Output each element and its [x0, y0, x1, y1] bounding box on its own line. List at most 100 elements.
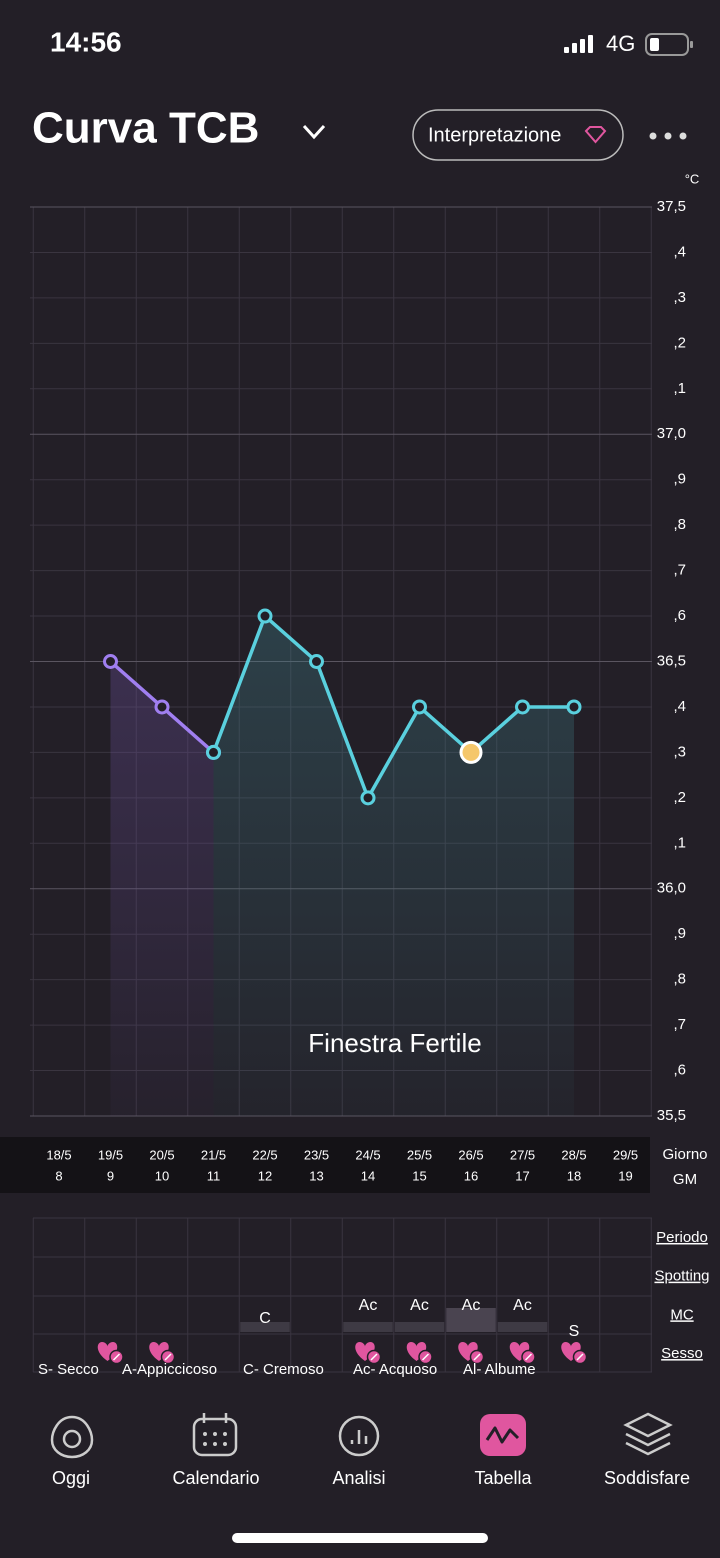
y-tick-label: ,9: [673, 471, 686, 488]
y-tick-label: ,4: [673, 698, 686, 715]
heart-badge-slash: [473, 1353, 481, 1361]
date-band: [0, 1137, 650, 1193]
y-tick-label: ,7: [673, 1016, 686, 1033]
layers-icon[interactable]: [623, 1412, 673, 1456]
point: [154, 699, 170, 715]
row-label: Sesso: [661, 1345, 703, 1362]
heart-badge-slash: [421, 1353, 430, 1361]
mucus-label: Ac: [359, 1297, 378, 1314]
nav-label[interactable]: Soddisfare: [604, 1468, 690, 1488]
analysis-icon[interactable]: [338, 1415, 380, 1457]
sex-heart: [97, 1342, 124, 1365]
row-label: Spotting: [654, 1268, 709, 1285]
mucus-bar: [394, 1322, 445, 1332]
network: 4G: [606, 31, 635, 56]
mucus-label: Ac: [410, 1297, 429, 1314]
nav-label[interactable]: Tabella: [474, 1468, 532, 1488]
mucus-legend: A-Appiccicoso: [122, 1361, 217, 1378]
mucus-legend: C- Cremoso: [243, 1361, 324, 1378]
heart-badge-slash: [576, 1353, 584, 1361]
interpretation-button[interactable]: [412, 109, 624, 161]
y-tick-label: ,6: [673, 1062, 686, 1079]
sex-heart: [355, 1342, 382, 1365]
cycle-day: 9: [107, 1168, 114, 1183]
x-tick-label: 27/5: [510, 1147, 535, 1162]
unit-label: °C: [685, 171, 700, 186]
cycle-day: 12: [258, 1168, 272, 1183]
y-tick-label: ,8: [673, 971, 686, 988]
y-tick-label: ,3: [673, 289, 686, 306]
battery-icon: [645, 33, 693, 56]
mucus-bar: [446, 1308, 496, 1332]
mucus-legend: Al- Albume: [463, 1361, 536, 1378]
interpretation-label[interactable]: Interpretazione: [428, 124, 561, 146]
cycle-day: 15: [412, 1168, 426, 1183]
heart-badge-slash: [164, 1353, 172, 1361]
x-tick-label: 18/5: [46, 1147, 71, 1162]
cycle-day: 8: [55, 1168, 62, 1183]
oggi-icon-inner: [62, 1429, 82, 1449]
x-tick-label: 21/5: [201, 1147, 226, 1162]
cycle-day: 19: [618, 1168, 632, 1183]
x-tick-label: 24/5: [355, 1147, 380, 1162]
y-tick-label: ,2: [673, 334, 686, 351]
row-label: MC: [670, 1306, 693, 1323]
x-tick-label: 23/5: [304, 1147, 329, 1162]
sex-heart: [509, 1342, 536, 1365]
cycle-day: 13: [309, 1168, 323, 1183]
point: [566, 699, 582, 715]
home-indicator: [232, 1533, 488, 1543]
y-tick-label: ,7: [673, 562, 686, 579]
cycle-day-label: GM: [673, 1171, 697, 1188]
premium-icon: [584, 126, 607, 144]
x-tick-label: 19/5: [98, 1147, 123, 1162]
y-tick-label: 36,5: [657, 652, 686, 669]
oggi-icon[interactable]: [50, 1415, 94, 1459]
page-title[interactable]: Curva TCB: [32, 104, 259, 153]
title-dropdown[interactable]: [302, 124, 326, 140]
mucus-label: Ac: [462, 1297, 481, 1314]
y-tick-label: 35,5: [657, 1107, 686, 1124]
x-tick-label: 29/5: [613, 1147, 638, 1162]
ovulation-marker: [459, 740, 483, 764]
calendar-dots: [203, 1432, 227, 1446]
cycle-day: 10: [155, 1168, 169, 1183]
day-label: Giorno: [662, 1146, 707, 1163]
chart-icon[interactable]: [480, 1414, 526, 1456]
nav-icons: [50, 1412, 673, 1459]
area: [110, 661, 214, 1116]
sex-heart: [406, 1342, 433, 1365]
nav-label[interactable]: Calendario: [172, 1468, 259, 1488]
mucus-bar: [240, 1322, 290, 1332]
y-tick-label: ,2: [673, 789, 686, 806]
more-button[interactable]: [649, 132, 687, 140]
point: [360, 790, 376, 806]
annotation: Finestra Fertile: [308, 1028, 481, 1058]
x-tick-label: 20/5: [149, 1147, 174, 1162]
y-tick-label: ,8: [673, 516, 686, 533]
calendar-icon[interactable]: [192, 1417, 238, 1457]
mucus-bar: [497, 1322, 548, 1332]
cycle-day: 11: [207, 1168, 221, 1183]
heart-badge-slash: [524, 1353, 533, 1361]
mucus-bar: [343, 1322, 393, 1332]
sex-heart: [149, 1342, 176, 1365]
y-tick-label: ,1: [673, 834, 686, 851]
mucus-legend: Ac- Acquoso: [353, 1361, 437, 1378]
y-tick-label: ,3: [673, 743, 686, 760]
nav-label[interactable]: Analisi: [332, 1468, 385, 1488]
cycle-day: 18: [567, 1168, 581, 1183]
heart-badge-slash: [370, 1353, 378, 1361]
nav-label[interactable]: Oggi: [52, 1468, 90, 1488]
signal-icon: [564, 35, 593, 53]
point: [515, 699, 530, 715]
time: 14:56: [50, 26, 122, 57]
point: [257, 608, 273, 624]
y-tick-label: 37,5: [657, 198, 686, 215]
y-tick-label: ,6: [673, 607, 686, 624]
sex-heart: [561, 1342, 588, 1365]
areas: [110, 616, 574, 1116]
mucus-legend: S- Secco: [38, 1361, 99, 1378]
x-tick-label: 28/5: [561, 1147, 586, 1162]
